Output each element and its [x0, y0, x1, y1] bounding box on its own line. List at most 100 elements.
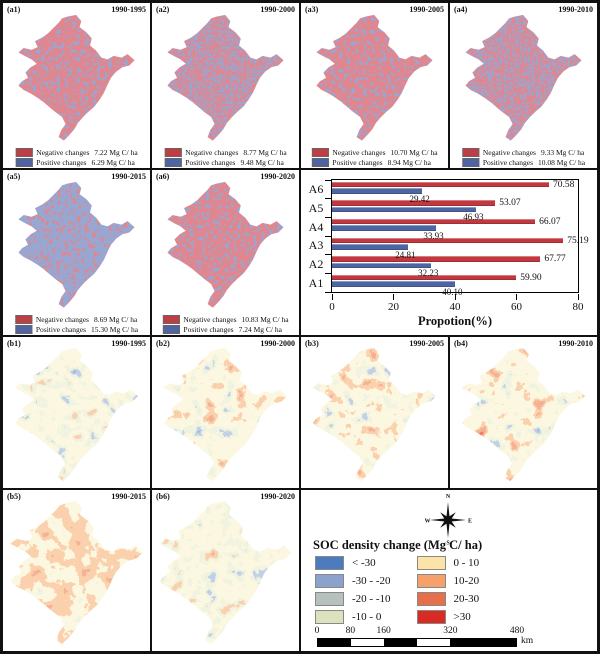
change-map-a6 — [154, 181, 297, 312]
positive-swatch — [14, 324, 32, 334]
bar-value-positive: 46.93 — [463, 212, 484, 223]
y-tick — [325, 254, 331, 256]
change-map-a3 — [303, 14, 446, 145]
positive-label: Positive changes — [35, 324, 87, 334]
panel-b3: (b3) 1990-2005 — [300, 336, 449, 489]
legend-item: 20-30 — [416, 591, 479, 606]
panel-label: (b2) — [156, 339, 170, 348]
positive-swatch — [15, 157, 33, 167]
legend-swatch — [315, 573, 344, 588]
legend-item: >30 — [416, 609, 480, 624]
x-tick — [331, 293, 333, 300]
bar-negative-A2 — [332, 256, 541, 262]
y-category-A6: A6 — [308, 182, 324, 197]
negative-swatch — [14, 314, 32, 324]
bar-positive-A2 — [332, 262, 432, 269]
soc-legend-items: < -30 -30 - -20 -20 - -10 -10 - 0 0 - 10… — [315, 555, 480, 624]
panel-period: 1990-2020 — [260, 172, 295, 181]
panel-period: 1990-2005 — [409, 5, 444, 14]
x-tick-label: 80 — [572, 301, 584, 313]
scale-bar-labels: 0 80 160 320 480 — [314, 626, 525, 636]
change-map-a4 — [452, 14, 595, 145]
bar-negative-A3 — [332, 237, 564, 243]
legend-swatch — [416, 573, 446, 588]
legend-item: -10 - 0 — [315, 609, 391, 624]
bar-value-negative: 67.77 — [544, 254, 566, 265]
change-map-a5 — [5, 181, 148, 312]
panel-a5: (a5) 1990-2015 Negative changes 8.69 Mg C… — [2, 169, 151, 336]
bar-value-positive: 40.10 — [442, 287, 463, 298]
panel-a1: (a1) 1990-1995 Negative changes 7.22 Mg C… — [2, 2, 151, 169]
positive-value: 9.48 Mg C/ ha — [240, 157, 284, 167]
svg-text:E: E — [468, 519, 472, 525]
y-tick — [325, 235, 331, 237]
legend-item: -20 - -10 — [315, 591, 391, 606]
x-tick-label: 20 — [388, 301, 399, 313]
negative-label: Negative changes — [35, 314, 89, 324]
panel-label: (a5) — [7, 172, 21, 181]
negative-value: 8.77 Mg C/ ha — [243, 147, 287, 157]
positive-label: Positive changes — [183, 324, 234, 334]
negative-label: Negative changes — [332, 147, 386, 157]
negative-value: 9.33 Mg C/ ha — [540, 147, 585, 157]
negative-value: 10.70 Mg C/ ha — [390, 147, 438, 157]
panel-a5-legend: Negative changes 8.69 Mg C/ ha Positive c… — [14, 314, 139, 334]
soc-map-b4 — [451, 347, 596, 486]
bar-chart-plot: Propotion(%) 59.90 40.10 A1 67.77 32.23 A2 75.… — [309, 179, 589, 328]
y-tick — [325, 291, 331, 293]
panel-label: (a2) — [156, 5, 170, 14]
panel-label: (a3) — [305, 5, 319, 14]
bar-value-negative: 59.90 — [520, 272, 542, 283]
bar-value-negative: 70.58 — [553, 179, 575, 190]
panel-label: (b5) — [7, 492, 21, 501]
positive-swatch — [162, 324, 180, 334]
soc-map-b1 — [4, 347, 149, 486]
positive-swatch — [311, 157, 329, 167]
y-category-A4: A4 — [308, 219, 324, 234]
panel-a6: (a6) 1990-2020 Negative changes 10.83 Mg … — [151, 169, 300, 336]
negative-swatch — [461, 147, 479, 157]
x-tick — [393, 293, 394, 300]
y-tick — [325, 216, 331, 218]
x-tick-label: 60 — [511, 301, 522, 313]
panel-b5: (b5) 1990-2015 — [2, 489, 151, 652]
soc-map-b5 — [4, 500, 149, 649]
soc-map-b6 — [153, 500, 298, 649]
panel-label: (b6) — [156, 492, 170, 501]
negative-label: Negative changes — [183, 314, 237, 324]
bar-value-positive: 32.23 — [418, 268, 439, 279]
panel-a2: (a2) 1990-2000 Negative changes 8.77 Mg C… — [151, 2, 300, 169]
negative-swatch — [162, 314, 180, 324]
panel-a1-legend: Negative changes 7.22 Mg C/ ha Positive c… — [15, 147, 138, 167]
panel-label: (b1) — [7, 339, 21, 348]
bar-positive-A6 — [332, 188, 423, 194]
legend-item: -30 - -20 — [315, 573, 391, 588]
panel-a2-legend: Negative changes 8.77 Mg C/ ha Positive c… — [164, 147, 287, 167]
panel-label: (a4) — [454, 5, 468, 14]
panel-b2: (b2) 1990-2000 — [151, 336, 300, 489]
panel-label: (a6) — [156, 172, 170, 181]
x-axis-label: Propotion(%) — [417, 314, 493, 328]
y-tick — [325, 272, 331, 274]
positive-value: 15.30 Mg C/ ha — [91, 324, 139, 334]
negative-label: Negative changes — [185, 147, 239, 157]
legend-swatch — [416, 609, 446, 624]
scale-bar-unit: km — [521, 636, 534, 646]
legend-item: < -30 — [315, 555, 391, 570]
scale-bar-segments — [317, 638, 517, 647]
panel-label: (b3) — [305, 339, 319, 348]
positive-label: Positive changes — [482, 157, 534, 167]
y-category-A1: A1 — [308, 275, 324, 290]
positive-value: 8.94 Mg C/ ha — [387, 157, 431, 167]
bar-negative-A6 — [332, 181, 550, 187]
legend-swatch — [416, 591, 446, 606]
legend-swatch — [315, 609, 344, 624]
bar-value-negative: 66.07 — [539, 216, 561, 227]
legend-swatch — [315, 591, 344, 606]
panel-a4-legend: Negative changes 9.33 Mg C/ ha Positive c… — [461, 147, 585, 167]
panel-a3-legend: Negative changes 10.70 Mg C/ ha Positive … — [311, 147, 438, 167]
positive-label: Positive changes — [36, 157, 87, 167]
bar-value-positive: 24.81 — [395, 249, 416, 260]
panel-label: (a1) — [7, 5, 21, 14]
panel-b6: (b6) 1990-2020 — [151, 489, 300, 652]
